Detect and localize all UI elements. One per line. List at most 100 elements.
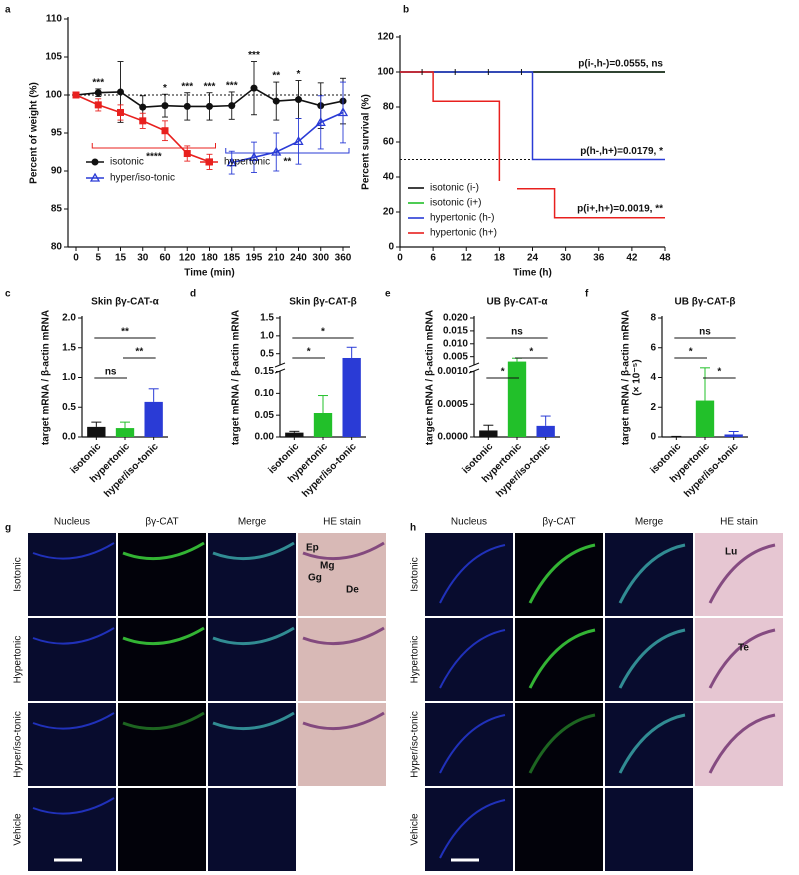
- tissue: [302, 626, 385, 646]
- marker: [161, 127, 169, 135]
- panel-label: f: [585, 289, 589, 300]
- fluorescence-image: [208, 788, 296, 871]
- fluorescence-image: [515, 788, 603, 871]
- significance: ***: [226, 81, 238, 92]
- chart-title: UB βγ-CAT-α: [487, 297, 549, 308]
- fluorescence-image: [28, 788, 116, 871]
- bar: [87, 426, 106, 437]
- x-tick-label: 195: [246, 253, 263, 264]
- marker: [94, 89, 102, 97]
- significance: **: [272, 71, 280, 82]
- he-image: [298, 533, 386, 616]
- marker: [272, 97, 280, 105]
- chart-title: UB βγ-CAT-β: [675, 297, 736, 308]
- nuclei-texture: [208, 788, 296, 871]
- significance-label: *: [717, 367, 721, 378]
- y-tick-label: 90: [51, 166, 63, 177]
- fluorescence-image: [28, 618, 116, 701]
- y-tick-label: 0.020: [443, 313, 468, 324]
- axis-break: [274, 368, 286, 374]
- y-tick-label: 0.0005: [437, 399, 468, 410]
- tissue: [32, 797, 115, 815]
- nuclei-texture: [208, 533, 296, 616]
- x-tick-label: 210: [268, 253, 285, 264]
- significance: ***: [92, 78, 104, 89]
- fluorescence-image: [118, 703, 206, 786]
- x-tick-label: 0: [73, 253, 79, 264]
- x-tick-label: 180: [201, 253, 218, 264]
- y-tick-label: 1.5: [62, 342, 76, 353]
- column-header: Nucleus: [54, 517, 90, 528]
- nuclei-texture: [28, 533, 116, 616]
- x-tick-label: 5: [95, 253, 101, 264]
- marker: [139, 117, 147, 125]
- row-label: Hypertonic: [410, 636, 421, 684]
- legend-label: hypertonic (h-): [430, 213, 494, 224]
- marker: [161, 102, 169, 110]
- marker: [315, 117, 326, 127]
- he-label: Gg: [308, 573, 322, 584]
- y-axis-label: Percent of weight (%): [29, 82, 40, 184]
- he-image: [298, 703, 386, 786]
- x-tick-label: 12: [461, 253, 473, 264]
- x-tick-label: 300: [312, 253, 329, 264]
- x-tick-label: hyper/iso-tonic: [300, 441, 359, 500]
- tissue: [439, 714, 506, 774]
- tissue: [302, 541, 385, 561]
- y-tick-label: 0.05: [255, 410, 275, 421]
- bar: [285, 432, 304, 437]
- tissue: [618, 628, 686, 689]
- marker: [226, 157, 237, 167]
- fluorescence-image: [208, 618, 296, 701]
- row-label: Isotonic: [410, 557, 421, 591]
- axis-break: [275, 364, 285, 371]
- marker: [139, 103, 147, 111]
- significance: ***: [181, 81, 193, 92]
- significance: ***: [248, 50, 260, 61]
- x-tick-label: 185: [223, 253, 240, 264]
- he-image: [298, 618, 386, 701]
- p-value: p(i+,h+)=0.0019, **: [577, 203, 663, 214]
- marker: [94, 101, 102, 109]
- nuclei-texture: [605, 703, 693, 786]
- y-tick-label: 0.0: [62, 432, 76, 443]
- tissue: [708, 713, 776, 774]
- significance-label: **: [121, 327, 129, 338]
- y-tick-label: 1.0: [260, 330, 274, 341]
- y-tick-label: 0.5: [260, 348, 274, 359]
- y-tick-label: 8: [650, 313, 656, 324]
- panel-label: g: [5, 523, 11, 534]
- tissue: [439, 629, 506, 689]
- y-tick-label: 2.0: [62, 313, 76, 324]
- y-axis-label: target mRNA / β-actin mRNA: [425, 310, 436, 445]
- bar: [695, 400, 715, 437]
- tissue: [32, 542, 115, 560]
- fluorescence-image: [605, 788, 693, 871]
- nuclei-texture: [605, 788, 693, 871]
- column-header: Merge: [635, 517, 664, 528]
- row-label: Hypertonic: [13, 636, 24, 684]
- marker: [183, 102, 191, 110]
- y-tick-label: 0.5: [62, 402, 76, 413]
- y-tick-label: 0: [650, 432, 656, 443]
- tissue: [212, 711, 295, 731]
- row-label: Hyper/iso-tonic: [410, 711, 421, 778]
- tissue: [122, 541, 205, 561]
- x-tick-label: 0: [397, 253, 403, 264]
- y-tick-label: 4: [650, 372, 656, 383]
- panel-label: a: [5, 5, 11, 16]
- tissue: [618, 543, 686, 604]
- significance-label: *: [321, 327, 325, 338]
- panel-label: b: [403, 5, 409, 16]
- y-tick-label: 100: [45, 90, 62, 101]
- range-bracket: [91, 143, 216, 149]
- y-tick-label: 120: [377, 32, 394, 43]
- axis-break: [469, 364, 479, 371]
- y-tick-label: 0.010: [443, 338, 468, 349]
- tissue: [212, 626, 295, 646]
- bar: [536, 425, 555, 437]
- axis-break: [274, 362, 286, 368]
- nuclei-texture: [28, 703, 116, 786]
- y-tick-label: 40: [383, 172, 395, 183]
